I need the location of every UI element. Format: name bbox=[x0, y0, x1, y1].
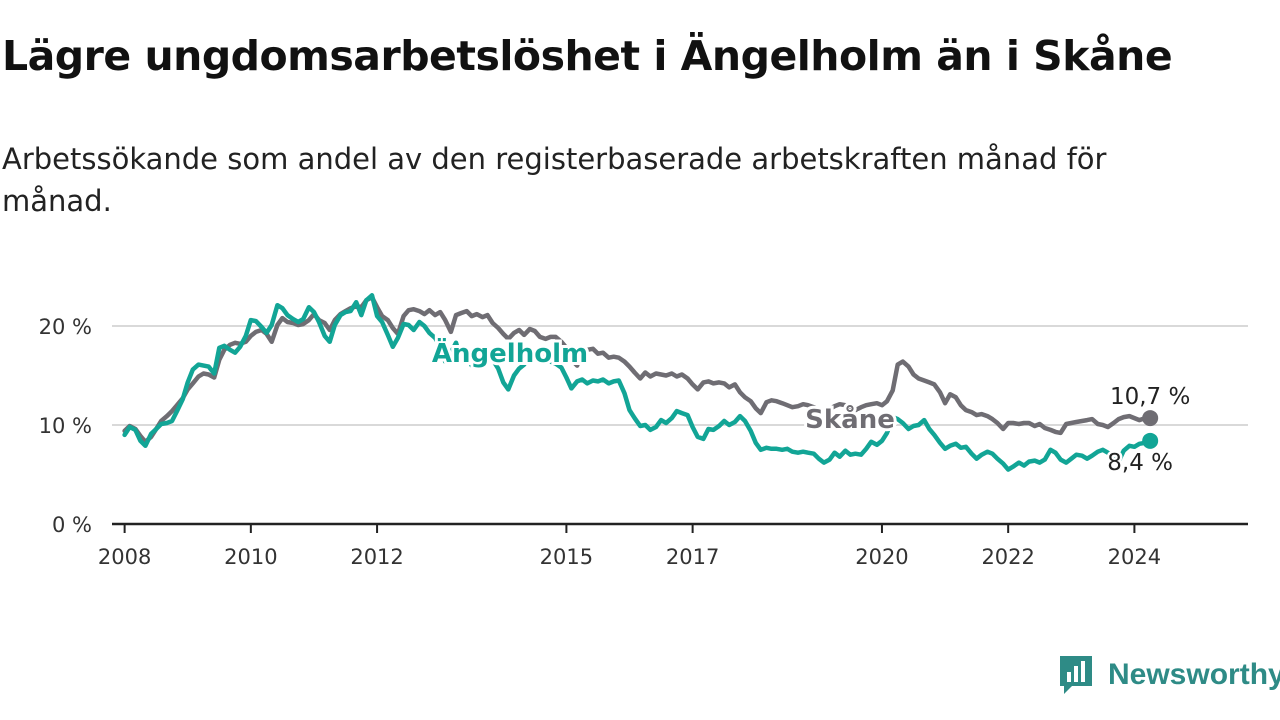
y-tick-label: 0 % bbox=[52, 513, 92, 537]
end-value-label-angelholm: 8,4 % bbox=[1107, 450, 1173, 476]
series-label-angelholm: Ängelholm bbox=[432, 337, 588, 369]
end-marker-angelholm bbox=[1142, 432, 1159, 449]
chart-title: Lägre ungdomsarbetslöshet i Ängelholm än… bbox=[2, 32, 1173, 80]
newsworthy-logo-icon bbox=[1060, 656, 1092, 694]
x-tick-label: 2015 bbox=[540, 545, 593, 569]
end-marker-skane bbox=[1142, 410, 1159, 427]
x-tick-label: 2017 bbox=[666, 545, 719, 569]
brand-name: Newsworthy bbox=[1108, 658, 1280, 691]
x-tick-label: 2012 bbox=[350, 545, 403, 569]
axis-layer: 0 % 10 % 20 % 2008 2010 2012 2015 2017 2020 2022 2… bbox=[39, 315, 1248, 569]
y-tick-label: 20 % bbox=[39, 315, 92, 339]
x-tick-label: 2024 bbox=[1108, 545, 1161, 569]
series-line-skane bbox=[122, 295, 1153, 445]
brand-logo: Newsworthy bbox=[1058, 654, 1280, 696]
series-layer bbox=[122, 293, 1159, 472]
end-value-label-skane: 10,7 % bbox=[1110, 384, 1190, 410]
chart-subtitle: Arbetssökande som andel av den registerb… bbox=[2, 142, 1107, 218]
x-tick-label: 2008 bbox=[98, 545, 151, 569]
x-tick-label: 2010 bbox=[224, 545, 277, 569]
label-layer: 10,7 % 8,4 % Ängelholm Skåne bbox=[429, 334, 1193, 478]
series-label-skane: Skåne bbox=[805, 403, 895, 435]
series-line-angelholm bbox=[122, 293, 1153, 472]
x-tick-label: 2020 bbox=[855, 545, 908, 569]
x-tick-label: 2022 bbox=[981, 545, 1034, 569]
y-tick-label: 10 % bbox=[39, 414, 92, 438]
